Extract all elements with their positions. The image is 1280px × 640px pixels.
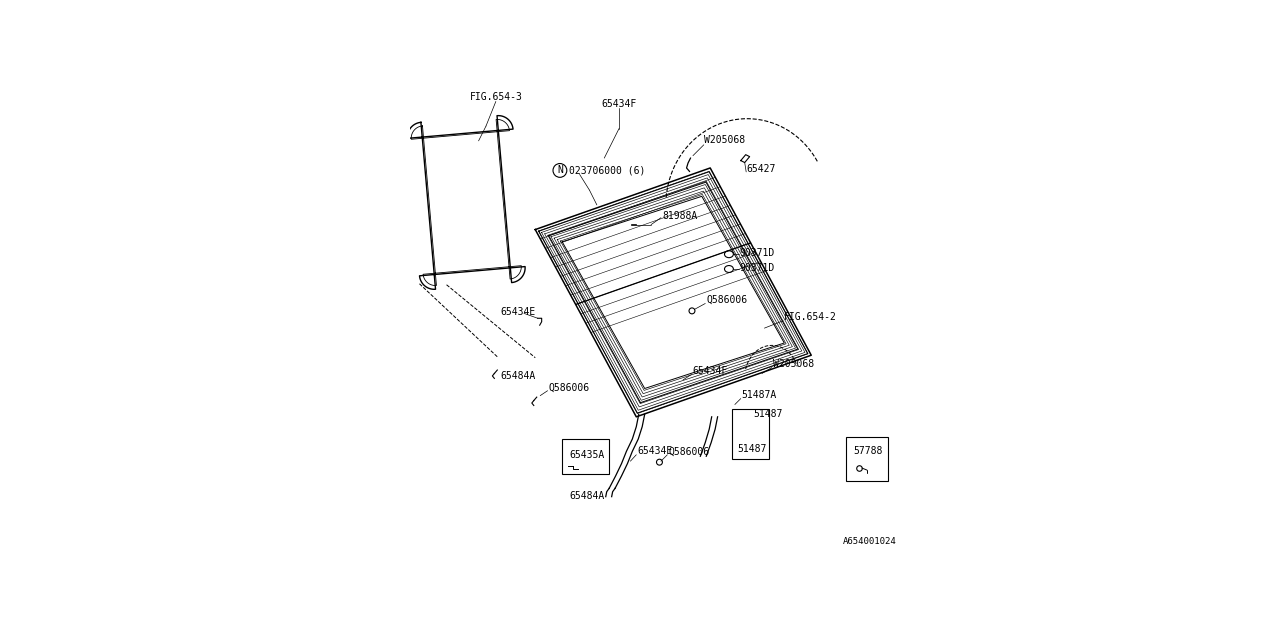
Text: Q586006: Q586006: [668, 446, 709, 456]
Text: 65435A: 65435A: [570, 450, 605, 460]
Text: W205068: W205068: [773, 358, 814, 369]
Text: 023706000 (6): 023706000 (6): [570, 165, 645, 175]
Text: 65434E: 65434E: [500, 307, 536, 317]
Text: W205068: W205068: [704, 135, 745, 145]
Text: 51487: 51487: [754, 410, 783, 419]
Text: 51487A: 51487A: [741, 390, 777, 400]
Text: 81988A: 81988A: [662, 211, 698, 221]
Text: 90371D: 90371D: [740, 262, 774, 273]
Text: 65484A: 65484A: [570, 491, 605, 500]
Text: 90371D: 90371D: [740, 248, 774, 258]
Text: 57788: 57788: [854, 446, 882, 456]
Text: Q586006: Q586006: [549, 382, 590, 392]
Text: A654001024: A654001024: [842, 536, 896, 545]
Text: 51487: 51487: [737, 444, 767, 454]
Text: N: N: [557, 165, 563, 175]
Text: FIG.654-2: FIG.654-2: [785, 312, 837, 323]
Text: 65434E: 65434E: [637, 446, 672, 456]
Text: 65434F: 65434F: [692, 367, 728, 376]
Text: Q586006: Q586006: [707, 295, 748, 305]
Text: 65434F: 65434F: [602, 99, 636, 109]
Text: FIG.654-3: FIG.654-3: [470, 93, 522, 102]
Text: 65427: 65427: [746, 164, 776, 175]
Text: 65484A: 65484A: [500, 371, 536, 381]
